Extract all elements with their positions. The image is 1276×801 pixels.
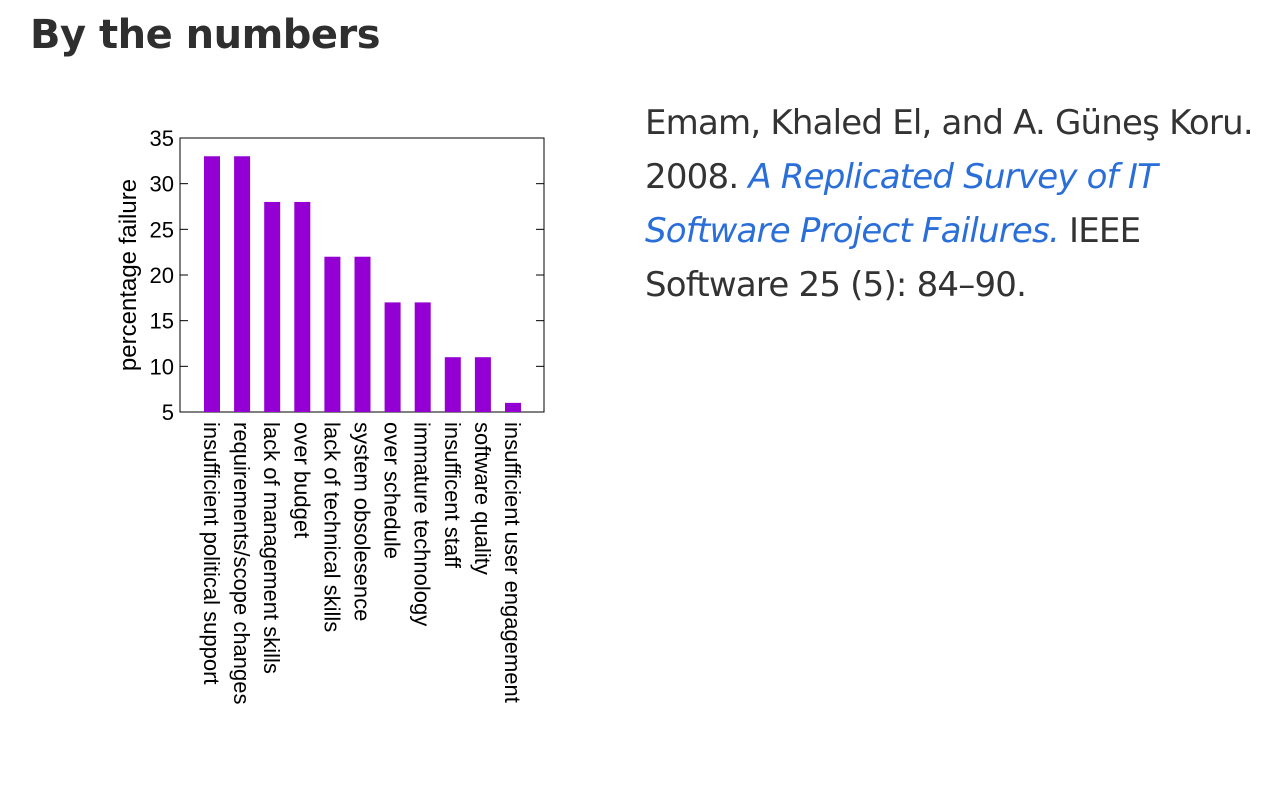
y-tick-label: 10 <box>150 354 174 379</box>
bar <box>414 302 431 412</box>
bars-group <box>204 156 521 412</box>
citation: Emam, Khaled El, and A. Güneş Koru. 2008… <box>645 96 1265 312</box>
bar <box>444 357 461 412</box>
bar <box>384 302 401 412</box>
x-axis-labels: insufficient political support requiremen… <box>199 422 525 705</box>
bar <box>505 402 521 412</box>
x-tick-label: system obsolesence <box>350 422 375 621</box>
bar <box>354 256 371 412</box>
x-tick-label: requirements/scope changes <box>229 422 254 705</box>
citation-title-link[interactable]: A Replicated Survey of IT Software Proje… <box>645 157 1158 251</box>
bar <box>474 357 491 412</box>
bar <box>294 201 311 412</box>
y-tick-label: 25 <box>150 217 174 242</box>
x-tick-label: insufficient political support <box>199 422 224 685</box>
y-tick-label: 35 <box>150 126 174 151</box>
x-tick-label: insufficent staff <box>440 422 465 569</box>
slide-title: By the numbers <box>30 12 381 58</box>
x-tick-label: over budget <box>289 422 314 538</box>
bar <box>324 256 341 412</box>
x-tick-label: lack of management skills <box>259 422 284 674</box>
y-axis-label: percentage failure <box>115 179 142 371</box>
x-tick-label: insufficient user engagement <box>500 422 525 703</box>
x-tick-label: lack of technical skills <box>319 422 344 632</box>
citation-venue: IEEE Software 25 (5): 84–90. <box>645 211 1141 305</box>
bar-chart: 5 10 15 20 25 30 35 insufficient political sup… <box>115 126 545 705</box>
x-tick-label: software quality <box>470 422 495 575</box>
citation-authors-year: Emam, Khaled El, and A. Güneş Koru. 2008… <box>645 103 1254 197</box>
x-tick-label: immature technology <box>410 422 435 626</box>
y-tick-label: 20 <box>150 263 174 288</box>
y-tick-label: 30 <box>150 172 174 197</box>
chart-svg: 5 10 15 20 25 30 35 insufficient political sup… <box>115 126 545 705</box>
y-tick-label: 5 <box>162 400 174 425</box>
x-tick-label: over schedule <box>380 422 405 559</box>
y-tick-label: 15 <box>150 309 174 334</box>
bar <box>234 156 251 412</box>
bar <box>264 201 281 412</box>
y-axis-ticks: 5 10 15 20 25 30 35 <box>150 126 544 425</box>
bar <box>204 156 220 412</box>
